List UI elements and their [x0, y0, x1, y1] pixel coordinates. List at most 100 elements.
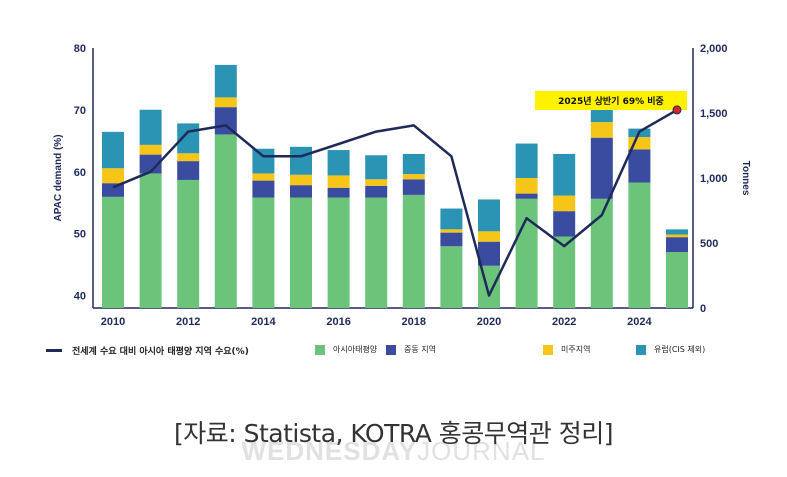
legend-americas-swatch	[543, 344, 553, 355]
bar-segment	[440, 208, 463, 230]
legend-line: 전세계 수요 대비 아시아 태평양 지역 수요(%)	[46, 344, 249, 357]
legend-apac: 아시아태평양	[315, 344, 377, 355]
bar-stack	[252, 148, 275, 308]
bar-segment	[327, 175, 350, 188]
bar-segment	[214, 134, 237, 308]
bar-segment	[553, 236, 576, 308]
bar-segment	[440, 246, 463, 308]
bars	[102, 64, 688, 308]
y-left-axis-label: APAC demand (%)	[53, 134, 64, 221]
bar-segment	[177, 179, 200, 308]
bar-segment	[478, 265, 500, 308]
bar-segment	[365, 197, 388, 308]
bar-segment	[177, 161, 200, 180]
x-tick-label: 2024	[627, 316, 652, 328]
bar-stack	[102, 131, 124, 308]
bar-segment	[402, 194, 425, 308]
y-left-tick-label: 50	[74, 229, 86, 241]
legend-apac-label: 아시아태평양	[333, 345, 378, 354]
bar-stack	[666, 229, 688, 308]
y-right-ticks: 0 500 1,000 1,500 2,000	[700, 43, 728, 315]
legend-line-label: 전세계 수요 대비 아시아 태평양 지역 수요(%)	[72, 347, 249, 357]
bar-segment	[102, 131, 124, 169]
legend-europe-label: 유럽(CIS 제외)	[654, 345, 706, 354]
bar-segment	[628, 182, 651, 308]
bar-segment	[327, 187, 350, 198]
bar-stack	[553, 153, 576, 308]
y-right-tick-label: 1,500	[700, 108, 728, 120]
bar-stack	[139, 109, 162, 308]
bar-segment	[214, 107, 237, 135]
bar-segment	[666, 229, 688, 235]
bar-segment	[327, 150, 350, 176]
bar-stack	[177, 123, 200, 308]
source-caption: [자료: Statista, KOTRA 홍콩무역관 정리]	[174, 419, 614, 448]
bar-stack	[628, 128, 651, 308]
y-left-tick-label: 70	[74, 105, 86, 117]
y-left-tick-label: 60	[74, 167, 86, 179]
bar-segment	[327, 197, 350, 308]
bar-segment	[290, 174, 312, 186]
legend-mideast: 중동 지역	[386, 344, 436, 355]
y-right-tick-label: 1,000	[700, 173, 728, 185]
bar-segment	[628, 149, 651, 183]
bar-segment	[402, 153, 425, 175]
bar-stack	[214, 64, 237, 308]
bar-segment	[102, 168, 124, 184]
bar-stack	[402, 153, 425, 308]
bar-segment	[515, 198, 538, 308]
bar-segment	[553, 195, 576, 212]
bar-segment	[553, 211, 576, 237]
watermark: WEDNESDAYJOURNAL	[0, 436, 787, 467]
bar-segment	[139, 154, 162, 174]
bar-segment	[666, 237, 688, 253]
legend-mideast-swatch	[386, 344, 396, 355]
bar-stack	[515, 143, 538, 308]
bar-segment	[590, 198, 613, 308]
bar-segment	[515, 178, 538, 194]
apac-share-line	[112, 108, 678, 297]
bar-segment	[666, 234, 688, 238]
y-right-tick-label: 500	[700, 238, 718, 250]
bar-stack	[290, 146, 312, 308]
bar-segment	[478, 199, 500, 232]
bar-segment	[290, 197, 312, 308]
annotation: 2025년 상반기 69% 비중	[535, 91, 687, 110]
bar-segment	[252, 173, 275, 181]
bar-segment	[214, 64, 237, 98]
bar-segment	[478, 231, 500, 242]
watermark-thin: JOURNAL	[417, 436, 546, 466]
bar-segment	[139, 144, 162, 155]
legend-apac-swatch	[315, 344, 325, 355]
legend-line-swatch	[46, 349, 62, 352]
bar-segment	[590, 137, 613, 199]
bar-segment	[515, 143, 538, 178]
bar-segment	[252, 180, 275, 198]
x-tick-label: 2022	[552, 316, 576, 328]
bar-segment	[478, 241, 500, 266]
bar-segment	[252, 197, 275, 308]
y-right-tick-label: 0	[700, 303, 706, 315]
legend-europe-swatch	[636, 344, 646, 355]
bar-segment	[139, 109, 162, 145]
bar-segment	[440, 232, 463, 247]
bar-segment	[365, 179, 388, 186]
bar-segment	[402, 174, 425, 180]
bar-segment	[102, 196, 124, 308]
bar-stack	[365, 155, 388, 308]
bar-segment	[102, 183, 124, 197]
bar-segment	[290, 185, 312, 198]
legend: 전세계 수요 대비 아시아 태평양 지역 수요(%) 아시아태평양 중동 지역 …	[0, 344, 787, 360]
x-tick-label: 2014	[251, 316, 276, 328]
annotation-text: 2025년 상반기 69% 비중	[558, 95, 664, 107]
bar-segment	[214, 97, 237, 108]
bar-stack	[590, 103, 613, 308]
legend-americas-label: 미주지역	[561, 345, 591, 354]
legend-europe: 유럽(CIS 제외)	[636, 344, 705, 355]
x-tick-label: 2018	[402, 316, 426, 328]
bar-segment	[440, 229, 463, 233]
y-left-tick-label: 40	[74, 291, 86, 303]
y-left-ticks: 40 50 60 70 80	[74, 43, 86, 303]
x-tick-label: 2010	[101, 316, 125, 328]
bar-segment	[365, 155, 388, 180]
